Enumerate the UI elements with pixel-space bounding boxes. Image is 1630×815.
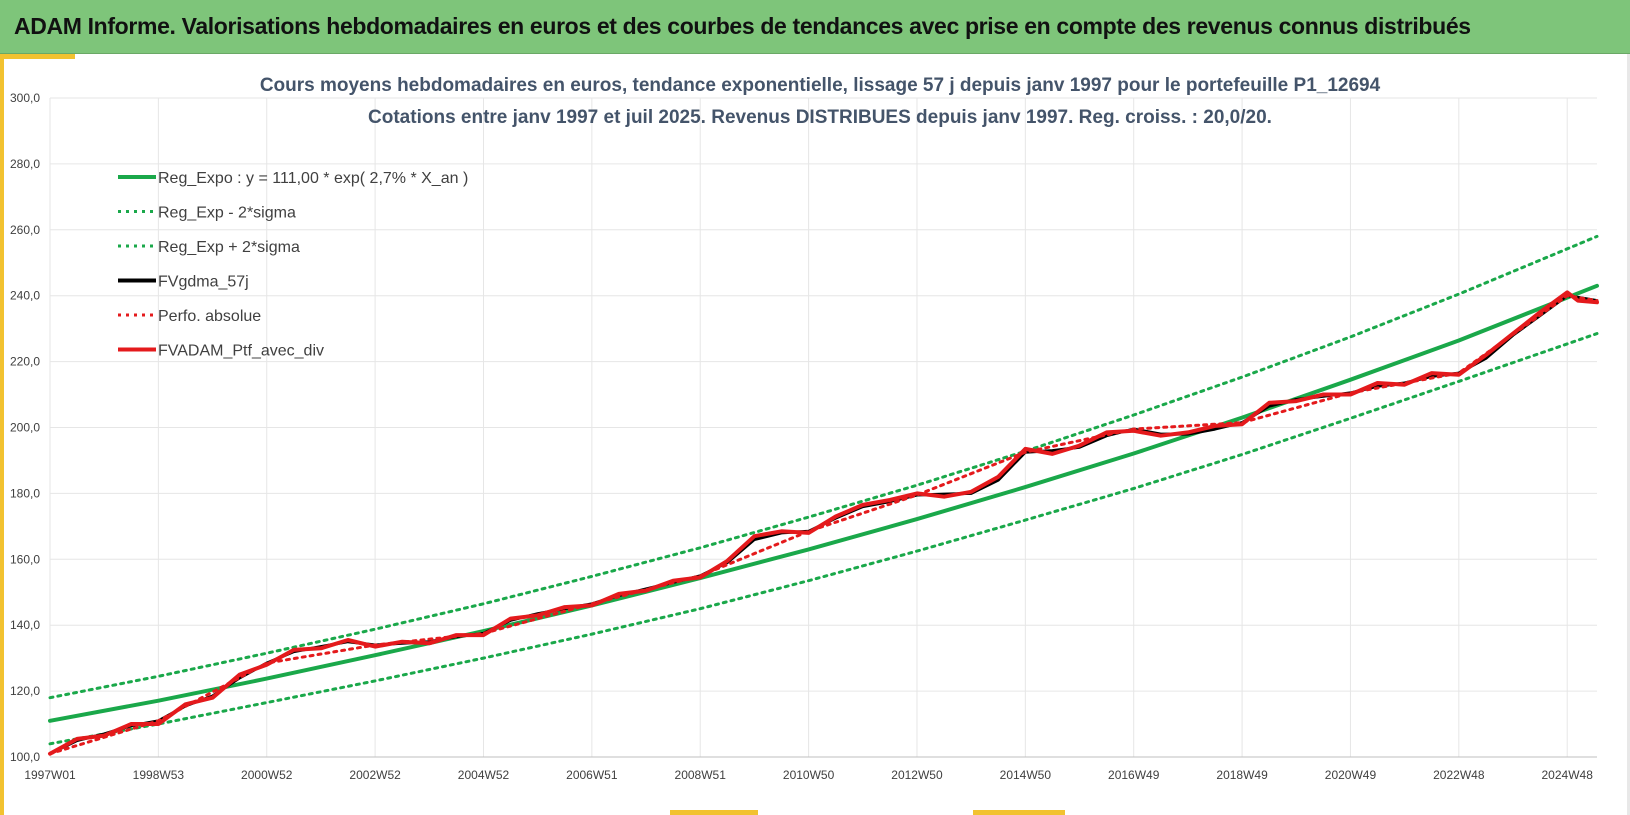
report-header: ADAM Informe. Valorisations hebdomadaire… [0,0,1630,54]
x-tick-label: 2012W50 [891,768,943,782]
y-tick-label: 120,0 [10,684,40,698]
x-tick-label: 2006W51 [566,768,618,782]
x-tick-label: 2000W52 [241,768,293,782]
x-tick-label: 2016W49 [1108,768,1160,782]
x-tick-label: 2024W48 [1542,768,1594,782]
x-tick-label: 2004W52 [458,768,510,782]
accent-bar-bottom-1 [670,810,758,815]
y-tick-label: 220,0 [10,355,40,369]
series-line-5 [48,290,1599,756]
series-line-1 [48,332,1599,746]
series-line-4 [48,294,1599,756]
x-tick-label: 2020W49 [1325,768,1377,782]
y-tick-label: 280,0 [10,157,40,171]
x-tick-label: 2010W50 [783,768,835,782]
x-tick-label: 1997W01 [24,768,76,782]
chart-title: Cours moyens hebdomadaires en euros, ten… [260,75,1381,96]
x-tick-label: 2022W48 [1433,768,1485,782]
accent-bar-left [0,54,4,815]
accent-bar-right [1627,54,1630,815]
chart-axes: 100,0 120,0 140,0 160,0 180,0 200,0 220,0 240,0… [10,91,1597,782]
chart: 100,0 120,0 140,0 160,0 180,0 200,0 220,0 240,0… [10,75,1599,782]
legend-label-5: FVADAM_Ptf_avec_div [158,343,324,360]
x-tick-label: 2008W51 [675,768,727,782]
x-tick-label: 1998W53 [133,768,185,782]
y-tick-label: 180,0 [10,486,40,500]
y-tick-label: 260,0 [10,223,40,237]
chart-subtitle: Cotations entre janv 1997 et juil 2025. … [368,107,1272,128]
y-tick-label: 140,0 [10,618,40,632]
legend-label-0: Reg_Expo : y = 111,00 * exp( 2,7% * X_an… [158,170,468,187]
y-tick-label: 200,0 [10,421,40,435]
chart-legend: Reg_Expo : y = 111,00 * exp( 2,7% * X_an… [118,170,468,360]
series-line-0 [48,283,1599,723]
legend-label-1: Reg_Exp - 2*sigma [158,205,296,222]
x-tick-label: 2018W49 [1216,768,1268,782]
y-tick-label: 100,0 [10,750,40,764]
legend-label-4: Perfo. absolue [158,308,261,325]
report-title: ADAM Informe. Valorisations hebdomadaire… [14,13,1471,39]
y-tick-label: 300,0 [10,91,40,105]
legend-label-3: FVgdma_57j [158,274,249,291]
legend-label-2: Reg_Exp + 2*sigma [158,239,300,256]
chart-series [48,234,1599,756]
x-tick-label: 2014W50 [1000,768,1052,782]
y-tick-label: 240,0 [10,289,40,303]
accent-bar-bottom-2 [973,810,1065,815]
chart-grid [49,97,1597,758]
x-tick-label: 2002W52 [349,768,401,782]
y-tick-label: 160,0 [10,552,40,566]
series-line-2 [48,234,1599,700]
accent-bar-top [0,54,75,59]
